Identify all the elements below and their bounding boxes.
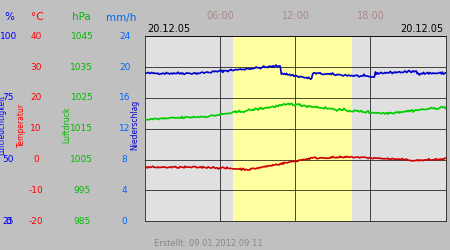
Text: °C: °C xyxy=(31,12,43,22)
Text: Luftfeuchtigkeit: Luftfeuchtigkeit xyxy=(0,95,6,155)
Text: 16: 16 xyxy=(119,94,130,102)
Text: 12: 12 xyxy=(119,124,130,133)
Text: 40: 40 xyxy=(30,32,42,41)
Text: -20: -20 xyxy=(29,217,43,226)
Text: 1015: 1015 xyxy=(70,124,94,133)
Text: 30: 30 xyxy=(30,62,42,72)
Text: 20: 20 xyxy=(30,94,42,102)
Text: %: % xyxy=(4,12,14,22)
Text: 995: 995 xyxy=(73,186,90,195)
Text: Erstellt: 09.01.2012 09:11: Erstellt: 09.01.2012 09:11 xyxy=(154,238,263,248)
Text: 18:00: 18:00 xyxy=(356,11,384,21)
Text: 20: 20 xyxy=(119,62,130,72)
Text: 985: 985 xyxy=(73,217,90,226)
Text: Luftdruck: Luftdruck xyxy=(62,107,71,143)
Text: 20.12.05: 20.12.05 xyxy=(400,24,443,34)
Text: 0: 0 xyxy=(33,155,39,164)
Text: 06:00: 06:00 xyxy=(207,11,234,21)
Text: Niederschlag: Niederschlag xyxy=(130,100,140,150)
Text: 1035: 1035 xyxy=(70,62,94,72)
Text: mm/h: mm/h xyxy=(106,12,137,22)
Text: 75: 75 xyxy=(2,94,14,102)
Text: Temperatur: Temperatur xyxy=(17,103,26,147)
Text: 10: 10 xyxy=(30,124,42,133)
Text: 0: 0 xyxy=(122,217,127,226)
Text: 24: 24 xyxy=(119,32,130,41)
Text: 1045: 1045 xyxy=(71,32,93,41)
Text: 1025: 1025 xyxy=(71,94,93,102)
Text: 20.12.05: 20.12.05 xyxy=(148,24,191,34)
Text: 0: 0 xyxy=(5,217,11,226)
Bar xyxy=(233,36,352,221)
Text: 50: 50 xyxy=(2,155,14,164)
Text: hPa: hPa xyxy=(72,12,90,22)
Text: 25: 25 xyxy=(2,217,14,226)
Text: 4: 4 xyxy=(122,186,127,195)
Text: 12:00: 12:00 xyxy=(282,11,309,21)
Text: -10: -10 xyxy=(29,186,43,195)
Text: 100: 100 xyxy=(0,32,17,41)
Text: 8: 8 xyxy=(122,155,127,164)
Text: 1005: 1005 xyxy=(70,155,94,164)
